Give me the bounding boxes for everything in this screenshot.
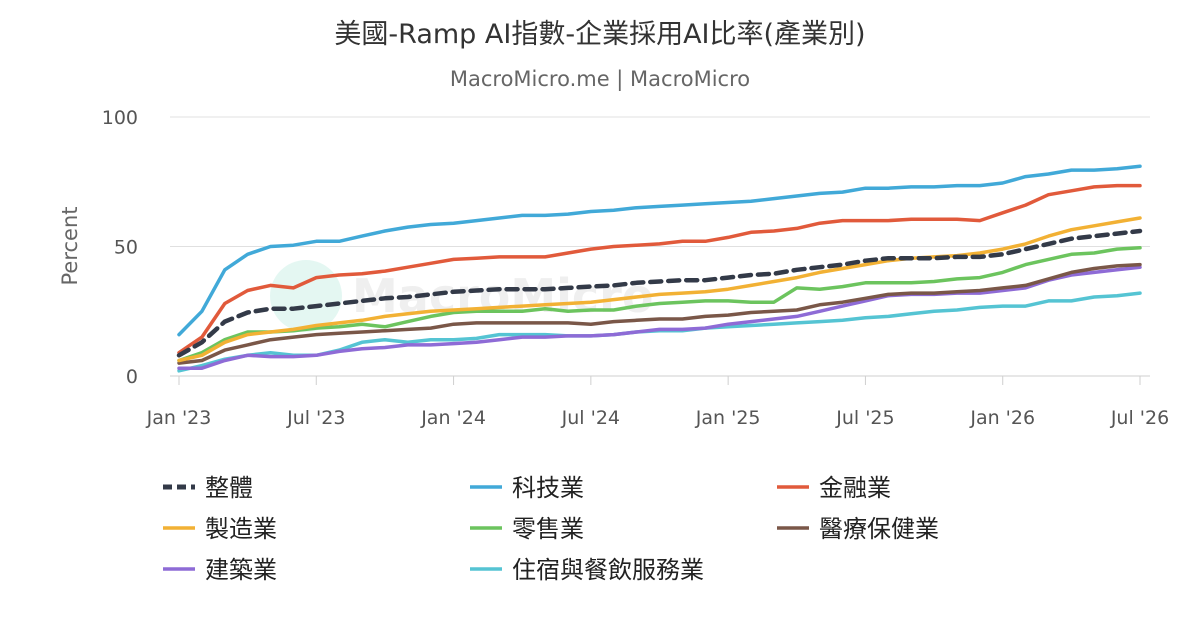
legend-label: 住宿與餐飲服務業: [512, 556, 704, 584]
legend-item-零售業[interactable]: 零售業: [470, 515, 584, 543]
watermark-logo-icon: [270, 260, 342, 332]
x-axis: Jan '23 Jul '23 Jan '24 Jul '24 Jan '25 Jul '…: [146, 375, 1169, 429]
legend-label: 科技業: [512, 474, 584, 502]
series-line-整體: [176, 228, 1143, 358]
x-tick-label: Jan '25: [695, 407, 761, 429]
legend-label: 醫療保健業: [819, 515, 939, 543]
legend-label: 整體: [205, 474, 253, 502]
legend-item-建築業[interactable]: 建築業: [163, 556, 277, 584]
grid: [170, 116, 1150, 247]
x-tick-label: Jul '24: [561, 407, 620, 429]
y-axis: 0 50 100: [102, 107, 138, 388]
series-line-製造業: [177, 216, 1142, 363]
y-tick-label: 50: [114, 237, 138, 259]
legend-item-金融業[interactable]: 金融業: [777, 474, 891, 502]
legend-item-住宿與餐飲服務業[interactable]: 住宿與餐飲服務業: [470, 556, 704, 584]
series-line-零售業: [177, 246, 1142, 363]
legend-label: 製造業: [205, 515, 277, 543]
legend-label: 建築業: [205, 556, 277, 584]
legend-label: 金融業: [819, 474, 891, 502]
x-tick-label: Jan '23: [146, 407, 212, 429]
series-lines: [176, 164, 1143, 373]
y-tick-label: 100: [102, 107, 138, 129]
series-line-建築業: [177, 265, 1142, 370]
series-line-金融業: [177, 183, 1142, 355]
series-line-醫療保健業: [177, 262, 1142, 365]
chart-title: 美國-Ramp AI指數-企業採用AI比率(產業別): [334, 19, 865, 50]
legend-item-製造業[interactable]: 製造業: [163, 515, 277, 543]
legend-item-醫療保健業[interactable]: 醫療保健業: [777, 515, 939, 543]
legend-item-整體[interactable]: 整體: [163, 474, 253, 502]
watermark: MacroMicro: [270, 260, 653, 332]
y-axis-label: Percent: [58, 206, 82, 285]
series-line-科技業: [177, 164, 1142, 337]
legend-label: 零售業: [512, 515, 584, 543]
y-tick-label: 0: [126, 366, 138, 388]
x-tick-label: Jul '25: [835, 407, 894, 429]
x-tick-label: Jul '23: [286, 407, 345, 429]
chart-subtitle: MacroMicro.me | MacroMicro: [450, 67, 750, 92]
x-tick-label: Jul '26: [1110, 407, 1169, 429]
x-tick-label: Jan '26: [969, 407, 1035, 429]
x-tick-label: Jan '24: [420, 407, 486, 429]
legend-item-科技業[interactable]: 科技業: [470, 474, 584, 502]
